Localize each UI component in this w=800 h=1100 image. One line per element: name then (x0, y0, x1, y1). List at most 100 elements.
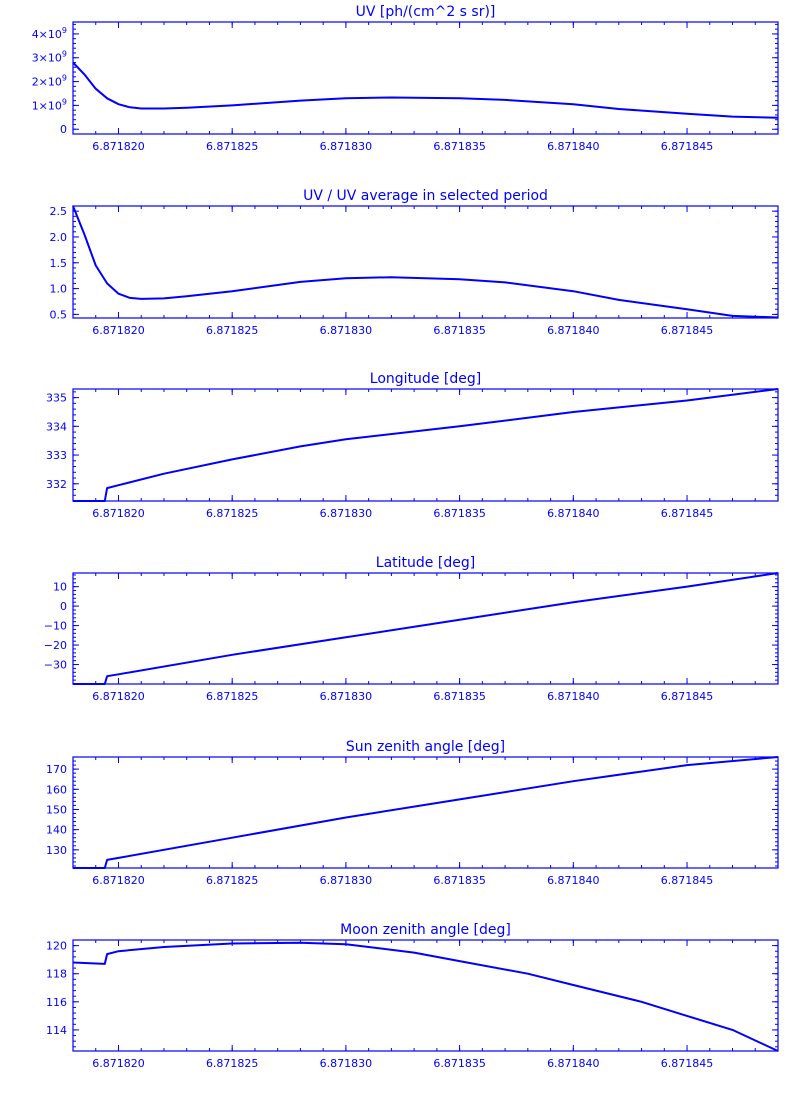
y-tick-label-base: 130 (46, 844, 67, 857)
x-tick-label: 6.871825 (206, 324, 259, 337)
y-tick-label: 114 (46, 1024, 67, 1037)
y-tick-label-base: 0 (60, 600, 67, 613)
y-tick-label-base: 1.5 (50, 257, 68, 270)
y-tick-label-exponent: 9 (62, 26, 67, 35)
y-tick-label: −10 (44, 620, 67, 633)
y-tick-label: 1.5 (50, 257, 68, 270)
x-tick-label: 6.871845 (661, 1057, 714, 1070)
series-line (72, 941, 779, 1052)
y-tick-label: 170 (46, 763, 67, 776)
x-tick-label: 6.871830 (320, 1057, 373, 1070)
chart-panel: Longitude [deg] 6.871820 6.871825 6.871830 6… (46, 371, 779, 520)
x-tick-label: 6.871840 (547, 324, 600, 337)
y-tick-label-base: 140 (46, 824, 67, 837)
y-tick-label: 2×109 (32, 74, 67, 89)
x-tick-label: 6.871835 (433, 507, 486, 520)
x-tick-label: 6.871835 (433, 140, 486, 153)
series-line (73, 756, 779, 869)
y-tick-label: 0.5 (50, 308, 68, 321)
y-tick-label-base: 150 (46, 803, 67, 816)
x-tick-label: 6.871830 (320, 324, 373, 337)
x-tick-label: 6.871820 (92, 140, 145, 153)
y-tick-label-base: 2.0 (50, 231, 68, 244)
series-line (73, 572, 779, 685)
x-tick-label: 6.871835 (433, 690, 486, 703)
y-tick-label-base: 120 (46, 940, 67, 953)
y-tick-label: 3×109 (32, 50, 67, 65)
y-tick-label: 120 (46, 940, 67, 953)
y-tick-label: 2.5 (50, 205, 68, 218)
y-tick-label: 334 (46, 420, 67, 433)
x-tick-label: 6.871840 (547, 1057, 600, 1070)
y-tick-label-base: 114 (46, 1024, 67, 1037)
y-tick-label: 140 (46, 824, 67, 837)
y-tick-label-base: 2.5 (50, 205, 68, 218)
y-tick-label-base: 116 (46, 996, 67, 1009)
chart-title: UV [ph/(cm^2 s sr)] (356, 4, 496, 20)
y-tick-label: 335 (46, 392, 67, 405)
x-tick-label: 6.871825 (206, 1057, 259, 1070)
x-tick-label: 6.871845 (661, 507, 714, 520)
y-tick-label-base: 333 (46, 449, 67, 462)
y-tick-label-base: 170 (46, 763, 67, 776)
y-tick-label-base: 4×10 (32, 28, 62, 41)
y-tick-label: 0 (60, 600, 67, 613)
y-tick-label-base: −30 (44, 659, 67, 672)
y-tick-label-base: 0.5 (50, 308, 68, 321)
x-tick-label: 6.871845 (661, 690, 714, 703)
y-tick-label-exponent: 9 (62, 50, 67, 59)
y-tick-label-exponent: 9 (62, 97, 67, 106)
x-tick-label: 6.871830 (320, 874, 373, 887)
x-tick-label: 6.871845 (661, 140, 714, 153)
plot-frame (72, 21, 779, 135)
y-tick-label: 116 (46, 996, 67, 1009)
chart-title: Sun zenith angle [deg] (346, 739, 505, 755)
y-tick-label-base: 118 (46, 968, 67, 981)
y-tick-label-exponent: 9 (62, 74, 67, 83)
x-tick-label: 6.871845 (661, 874, 714, 887)
plot-frame (72, 388, 779, 502)
y-tick-label: 118 (46, 968, 67, 981)
x-tick-label: 6.871825 (206, 690, 259, 703)
x-tick-label: 6.871820 (92, 690, 145, 703)
x-tick-label: 6.871820 (92, 324, 145, 337)
x-tick-label: 6.871830 (320, 140, 373, 153)
y-tick-label-base: 2×10 (32, 76, 62, 89)
x-tick-label: 6.871835 (433, 324, 486, 337)
x-tick-label: 6.871830 (320, 690, 373, 703)
x-tick-label: 6.871840 (547, 140, 600, 153)
y-tick-label: 0 (60, 123, 67, 136)
chart-title: UV / UV average in selected period (303, 188, 548, 204)
x-tick-label: 6.871825 (206, 507, 259, 520)
y-tick-label-base: 3×10 (32, 52, 62, 65)
y-tick-label: 1×109 (32, 97, 67, 112)
x-tick-label: 6.871820 (92, 1057, 145, 1070)
x-tick-label: 6.871830 (320, 507, 373, 520)
plot-frame (72, 572, 779, 685)
y-tick-label: 2.0 (50, 231, 68, 244)
plot-frame (72, 205, 779, 319)
chart-panel: UV / UV average in selected period 6.8718… (50, 188, 779, 337)
y-tick-label-base: 1.0 (50, 283, 68, 296)
x-tick-label: 6.871840 (547, 690, 600, 703)
y-tick-label: 10 (53, 581, 67, 594)
chart-panel: Sun zenith angle [deg] 6.871820 6.871825 6.… (46, 739, 779, 887)
series-line (72, 205, 779, 319)
chart-panel: Latitude [deg] 6.871820 6.871825 6.871830 6.… (44, 555, 779, 703)
y-tick-label: −20 (44, 639, 67, 652)
y-tick-label-base: 10 (53, 581, 67, 594)
plot-frame (72, 756, 779, 869)
x-tick-label: 6.871845 (661, 324, 714, 337)
chart-panel: Moon zenith angle [deg] 6.871820 6.871825 6… (46, 922, 779, 1070)
y-tick-label: 130 (46, 844, 67, 857)
x-tick-label: 6.871835 (433, 1057, 486, 1070)
y-tick-label-base: 160 (46, 783, 67, 796)
x-tick-label: 6.871835 (433, 874, 486, 887)
y-tick-label: 332 (46, 478, 67, 491)
chart-title: Latitude [deg] (376, 555, 475, 571)
x-tick-label: 6.871840 (547, 874, 600, 887)
plot-frame (72, 939, 779, 1052)
x-tick-label: 6.871825 (206, 140, 259, 153)
y-tick-label: 4×109 (32, 26, 67, 41)
y-tick-label: 160 (46, 783, 67, 796)
